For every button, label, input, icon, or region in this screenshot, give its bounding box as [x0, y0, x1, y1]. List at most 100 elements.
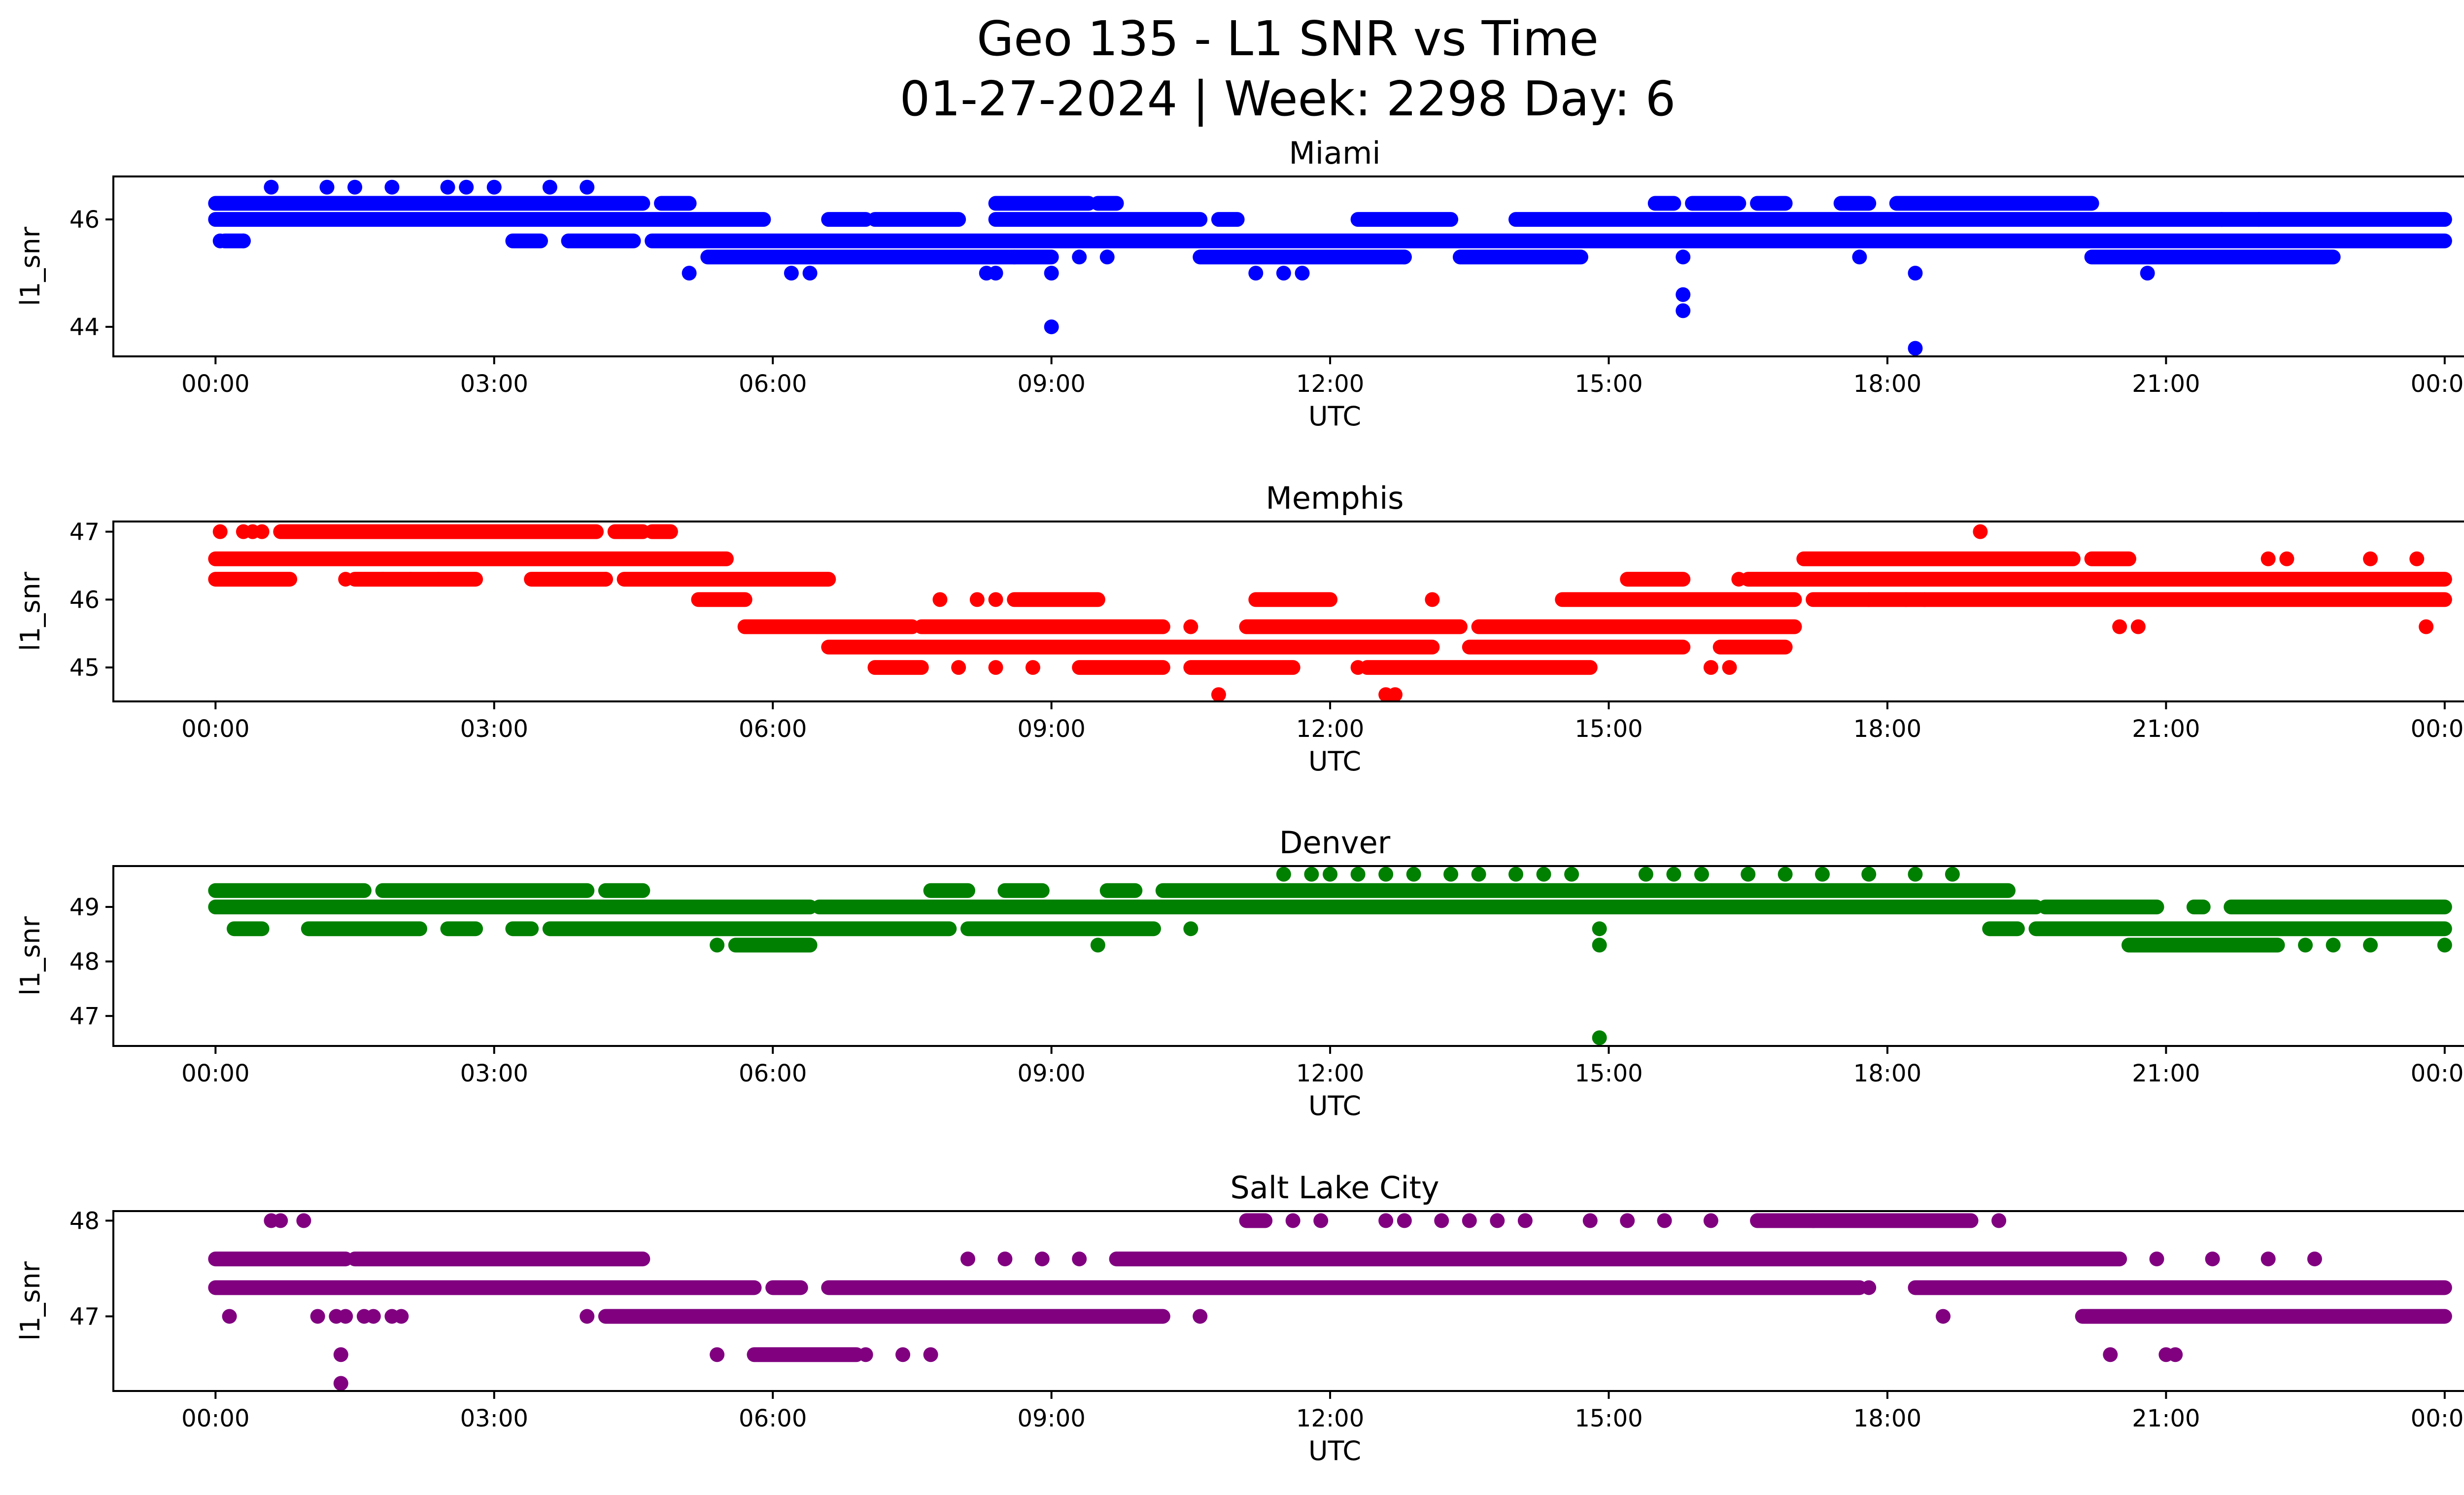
data-point: [2112, 619, 2127, 634]
data-point: [932, 592, 948, 607]
data-point: [1350, 660, 1366, 675]
subplot-title: Miami: [1289, 135, 1380, 171]
x-tick-label: 06:00: [739, 1405, 807, 1432]
y-tick-label: 47: [69, 1303, 100, 1331]
x-tick-label: 18:00: [1853, 1060, 1921, 1087]
data-point: [1425, 592, 1440, 607]
data-point: [347, 179, 363, 195]
data-point: [254, 524, 270, 539]
data-point: [1044, 319, 1059, 335]
data-point: [710, 1347, 725, 1362]
data-point: [375, 572, 390, 587]
data-point: [1861, 1280, 1877, 1295]
data-point: [212, 524, 228, 539]
subplot-1: Memphis 00:00 03:00 06:00 09:00 12:00 15:00 18:…: [15, 480, 2464, 777]
x-tick-label: 21:00: [2132, 1405, 2200, 1432]
data-point: [2103, 1347, 2118, 1362]
data-point: [1007, 249, 1022, 265]
data-point: [1917, 592, 1932, 607]
data-point: [2149, 1252, 2164, 1267]
data-point: [1462, 1213, 1477, 1228]
x-tick-label: 09:00: [1017, 715, 1085, 743]
x-tick-label: 18:00: [1853, 1405, 1921, 1432]
x-tick-label: 21:00: [2132, 715, 2200, 743]
data-point: [1434, 1213, 1449, 1228]
data-point: [1285, 1213, 1300, 1228]
data-point: [486, 179, 502, 195]
data-point: [1517, 1213, 1533, 1228]
data-point: [394, 1309, 409, 1324]
x-tick-label: 09:00: [1017, 1060, 1085, 1087]
axes-frame: [112, 1210, 2464, 1392]
data-point: [1973, 524, 1988, 539]
data-point: [1778, 867, 1793, 882]
subplot-3: Salt Lake City 00:00 03:00 06:00 09:00 12:00 1…: [15, 1170, 2464, 1466]
data-point: [1193, 1309, 1208, 1324]
data-point: [366, 1309, 381, 1324]
x-tick-label: 21:00: [2132, 1060, 2200, 1087]
data-point: [1443, 867, 1459, 882]
data-point: [2260, 551, 2276, 566]
data-point: [1034, 1252, 1050, 1267]
data-point: [1703, 1213, 1718, 1228]
data-point: [1991, 1213, 2007, 1228]
subplot-title: Denver: [1279, 825, 1391, 861]
x-tick-label: 00:00: [181, 1060, 249, 1087]
x-axis-label: UTC: [1308, 1435, 1361, 1466]
data-point: [1592, 938, 1607, 953]
data-point: [1945, 867, 1960, 882]
data-point: [2437, 938, 2452, 953]
data-point: [273, 1213, 288, 1228]
data-point: [1248, 266, 1264, 281]
data-point: [236, 233, 251, 248]
x-tick-label: 06:00: [739, 715, 807, 743]
data-point: [1694, 867, 1709, 882]
figure-title: Geo 135 - L1 SNR vs Time 01-27-2024 | We…: [0, 9, 2464, 129]
data-point: [858, 1347, 873, 1362]
data-point: [1276, 867, 1291, 882]
x-axis-label: UTC: [1308, 401, 1361, 432]
data-point: [1490, 1213, 1505, 1228]
data-point: [598, 572, 613, 587]
data-point: [2326, 938, 2341, 953]
data-point: [1406, 867, 1421, 882]
data-point: [988, 660, 1003, 675]
x-tick-label: 00:00: [2411, 1060, 2464, 1087]
data-point: [1620, 1213, 1635, 1228]
data-point: [1936, 1309, 1951, 1324]
data-point: [1313, 1213, 1329, 1228]
x-tick-label: 09:00: [1017, 370, 1085, 398]
data-point: [431, 572, 446, 587]
data-point: [1676, 287, 1691, 302]
data-point: [2307, 1252, 2322, 1267]
subplot-title: Salt Lake City: [1230, 1170, 1439, 1206]
data-point: [264, 179, 279, 195]
y-tick-label: 47: [69, 1003, 100, 1030]
x-tick-label: 15:00: [1574, 370, 1643, 398]
data-point: [1025, 660, 1040, 675]
data-point: [1397, 249, 1412, 265]
data-point: [1397, 1213, 1412, 1228]
data-point: [1908, 867, 1923, 882]
x-tick-label: 03:00: [460, 1405, 528, 1432]
x-tick-label: 06:00: [739, 1060, 807, 1087]
data-point: [1815, 867, 1830, 882]
data-point: [580, 1309, 595, 1324]
data-point: [1861, 867, 1877, 882]
data-point: [2251, 212, 2266, 227]
data-point: [895, 1347, 911, 1362]
x-tick-label: 21:00: [2132, 370, 2200, 398]
data-point: [580, 179, 595, 195]
x-tick-label: 12:00: [1296, 715, 1364, 743]
y-axis-label: l1_snr: [15, 916, 46, 996]
data-series: [208, 179, 2452, 356]
data-series: [208, 524, 2452, 702]
axes-frame: [112, 521, 2464, 702]
data-point: [969, 592, 985, 607]
data-point: [1183, 921, 1198, 937]
y-tick-label: 48: [69, 1207, 100, 1235]
y-tick-label: 44: [69, 313, 100, 341]
x-tick-label: 03:00: [460, 715, 528, 743]
data-point: [338, 572, 353, 587]
